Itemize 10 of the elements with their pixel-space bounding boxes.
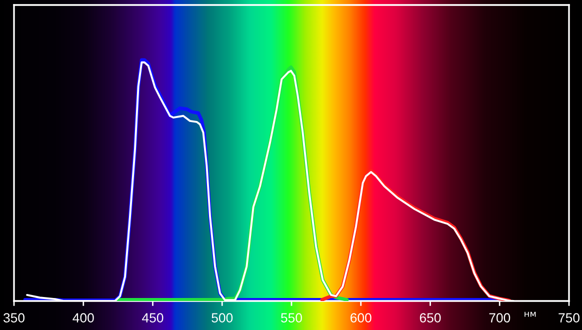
x-tick-label: 450 (142, 313, 164, 322)
x-tick-label: 400 (72, 313, 94, 322)
x-tick-label: 500 (212, 313, 233, 322)
x-tick-label: 650 (420, 313, 441, 322)
x-tick-label: 350 (3, 313, 24, 322)
x-tick-label: 750 (558, 313, 580, 322)
x-tick-label: 700 (489, 313, 510, 322)
x-tick-label: 550 (281, 313, 302, 322)
x-tick-label: 600 (350, 313, 372, 322)
x-axis-title: нм (524, 312, 536, 317)
